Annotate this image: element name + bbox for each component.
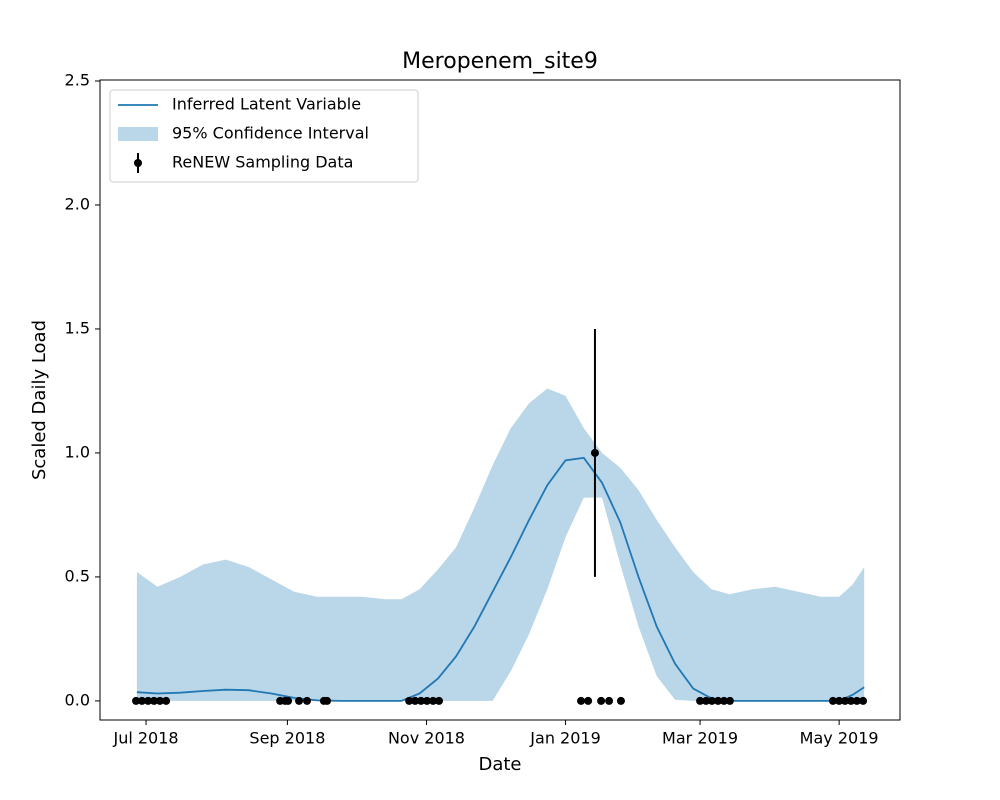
data-point: [162, 696, 171, 705]
data-point: [696, 696, 705, 705]
data-point: [841, 696, 850, 705]
y-tick-label: 2.0: [65, 194, 90, 213]
legend-label: 95% Confidence Interval: [172, 124, 369, 143]
data-point: [417, 696, 426, 705]
x-tick-label: Mar 2019: [662, 729, 738, 748]
x-tick-label: Jan 2019: [529, 729, 600, 748]
latent-line: [136, 456, 865, 702]
data-point: [584, 696, 593, 705]
data-point: [295, 696, 304, 705]
plot-frame: [99, 79, 901, 721]
data-point: [714, 696, 723, 705]
legend-label: Inferred Latent Variable: [172, 95, 361, 114]
y-tick-label: 2.5: [65, 70, 90, 89]
data-point: [577, 696, 586, 705]
plot-area: [132, 328, 868, 705]
data-point: [137, 696, 146, 705]
x-tick-label: May 2019: [800, 729, 879, 748]
data-point: [405, 696, 414, 705]
legend-label: ReNEW Sampling Data: [172, 153, 353, 172]
data-point: [605, 696, 614, 705]
y-tick-label: 1.0: [65, 442, 90, 461]
y-tick-label: 0.5: [65, 566, 90, 585]
data-point: [835, 696, 844, 705]
x-tick-label: Sep 2018: [249, 729, 325, 748]
data-point: [719, 696, 728, 705]
legend-marker: [134, 159, 142, 167]
confidence-band: [136, 388, 865, 701]
data-point: [828, 696, 837, 705]
data-point: [323, 696, 332, 705]
chart-title: Meropenem_site9: [402, 49, 598, 74]
data-point: [725, 696, 734, 705]
x-tick-label: Jul 2018: [112, 729, 178, 748]
data-point: [429, 696, 438, 705]
y-tick-label: 1.5: [65, 318, 90, 337]
data-point: [859, 696, 868, 705]
data-point: [701, 696, 710, 705]
data-point: [303, 696, 312, 705]
data-point: [150, 696, 159, 705]
data-point: [284, 696, 293, 705]
legend-patch: [118, 127, 158, 141]
data-point: [411, 696, 420, 705]
data-point: [155, 696, 164, 705]
data-point: [435, 696, 444, 705]
data-point: [616, 696, 625, 705]
data-point: [852, 696, 861, 705]
data-point: [422, 696, 431, 705]
data-point: [707, 696, 716, 705]
data-point: [846, 696, 855, 705]
data-point: [597, 696, 606, 705]
legend: Inferred Latent Variable 95% Confidence I…: [109, 89, 419, 183]
y-tick-label: 0.0: [65, 690, 90, 709]
y-axis-label: Scaled Daily Load: [29, 320, 50, 480]
data-point: [132, 696, 141, 705]
x-axis-label: Date: [478, 754, 521, 775]
legend-box: [109, 89, 419, 183]
data-point: [144, 696, 153, 705]
data-point: [590, 448, 599, 457]
x-tick-label: Nov 2018: [388, 729, 465, 748]
